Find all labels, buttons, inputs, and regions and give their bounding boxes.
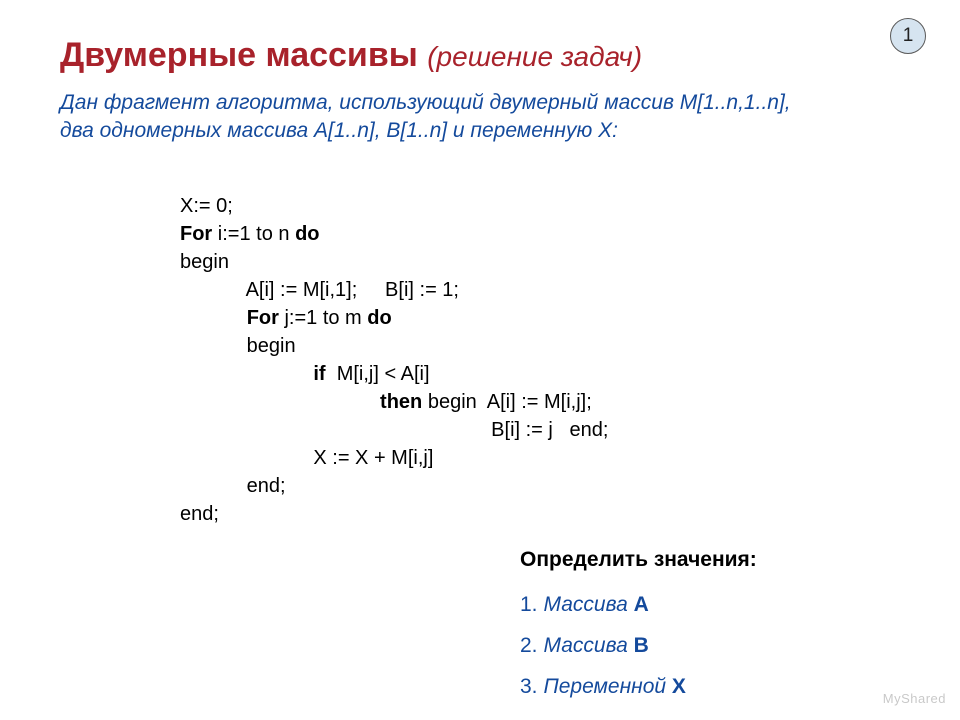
slide-title: Двумерные массивы (решение задач) — [60, 36, 900, 75]
code-kw: then — [380, 391, 422, 413]
code-indent — [180, 363, 313, 385]
code-indent — [180, 391, 380, 413]
task-text: Массива — [544, 593, 634, 616]
intro-line-1: Дан фрагмент алгоритма, использующий дву… — [60, 89, 900, 117]
code-line: begin — [180, 251, 229, 273]
code-text: begin A[i] := M[i,j]; — [422, 391, 592, 413]
code-kw: For — [247, 307, 279, 329]
task-text: Переменной — [544, 675, 672, 698]
task-label: А — [634, 593, 649, 616]
task-text: Массива — [544, 634, 634, 657]
task-label: В — [634, 634, 649, 657]
list-item: 1. Массива А — [520, 585, 757, 626]
code-block: X:= 0; For i:=1 to n do begin A[i] := M[… — [180, 164, 900, 528]
page-number-badge: 1 — [890, 18, 926, 54]
code-text: M[i,j] < A[i] — [326, 363, 430, 385]
code-text: j:=1 to m — [279, 307, 367, 329]
intro-line-2: два одномерных массива А[1..n], В[1..n] … — [60, 117, 900, 145]
task-num: 2. — [520, 634, 538, 657]
code-line: begin — [180, 335, 296, 357]
code-kw: if — [313, 363, 325, 385]
tasks-list: 1. Массива А 2. Массива В 3. Переменной Х — [520, 585, 757, 708]
code-line: end; — [180, 475, 286, 497]
code-kw: do — [295, 223, 319, 245]
task-label: Х — [672, 675, 686, 698]
list-item: 2. Массива В — [520, 626, 757, 667]
code-line: X := X + M[i,j] — [180, 447, 433, 469]
code-text: i:=1 to n — [212, 223, 295, 245]
code-line: B[i] := j end; — [180, 419, 608, 441]
tasks-block: Определить значения: 1. Массива А 2. Масси… — [520, 540, 757, 708]
intro-text: Дан фрагмент алгоритма, использующий дву… — [60, 89, 900, 146]
code-line: end; — [180, 503, 219, 525]
title-main: Двумерные массивы — [60, 36, 418, 74]
tasks-heading: Определить значения: — [520, 540, 757, 581]
task-num: 1. — [520, 593, 538, 616]
code-line: A[i] := M[i,1]; B[i] := 1; — [180, 279, 459, 301]
task-num: 3. — [520, 675, 538, 698]
code-kw: do — [367, 307, 391, 329]
code-kw: For — [180, 223, 212, 245]
title-sub: (решение задач) — [427, 41, 642, 72]
list-item: 3. Переменной Х — [520, 667, 757, 708]
code-line: X:= 0; — [180, 195, 233, 217]
watermark: MyShared — [883, 691, 946, 706]
code-indent — [180, 307, 247, 329]
